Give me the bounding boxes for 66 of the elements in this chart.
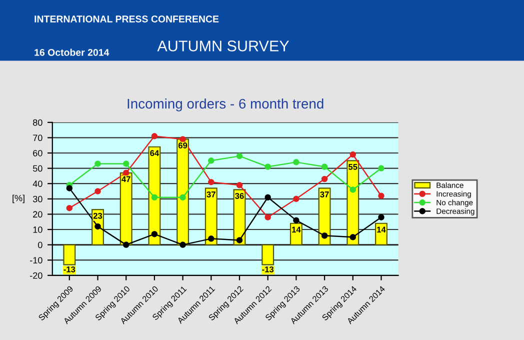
point <box>321 164 328 170</box>
bar <box>176 138 190 246</box>
point <box>151 230 158 238</box>
point <box>350 186 356 193</box>
point <box>293 159 300 166</box>
y-tick-label: 70 <box>33 134 42 142</box>
point <box>321 176 328 182</box>
data-label: -13 <box>64 266 76 272</box>
point <box>66 185 73 192</box>
data-label: 64 <box>150 150 160 156</box>
point <box>378 192 384 199</box>
point <box>122 242 130 248</box>
point <box>122 170 130 176</box>
point <box>350 234 356 240</box>
data-label: 23 <box>93 212 102 219</box>
point <box>378 214 384 220</box>
text: INTERNATIONAL PRESS CONFERENCE <box>34 16 219 22</box>
bar <box>120 172 132 246</box>
data-label: 36 <box>235 193 244 199</box>
y-tick-label: -20 <box>30 272 42 279</box>
point <box>94 160 101 167</box>
point <box>236 237 243 244</box>
point <box>236 152 243 160</box>
point <box>180 136 186 142</box>
data-label: -13 <box>262 266 274 272</box>
text: AUTUMN SURVEY <box>157 40 290 52</box>
point <box>378 165 384 172</box>
point <box>180 242 186 248</box>
y-tick-label: 40 <box>32 180 42 187</box>
y-tick-label: 50 <box>33 165 42 172</box>
chart-title: Incoming orders - 6 month trend <box>128 98 324 112</box>
text: 16 October 2014 <box>34 48 110 56</box>
y-tick-label: 10 <box>33 226 42 233</box>
point <box>208 236 214 242</box>
bar <box>148 146 161 246</box>
y-tick-label: 60 <box>33 150 42 156</box>
data-label: 69 <box>178 142 188 148</box>
point <box>350 151 356 158</box>
y-tick-label: 80 <box>33 119 42 126</box>
point <box>264 214 271 220</box>
y-tick-label: 20 <box>33 211 42 218</box>
y-tick-label: 30 <box>32 196 42 202</box>
point <box>264 194 271 200</box>
point <box>321 232 328 239</box>
point <box>293 217 300 224</box>
y-tick-label: -10 <box>30 257 42 264</box>
point <box>151 194 158 200</box>
point <box>236 182 243 188</box>
point <box>122 160 130 167</box>
data-label: 37 <box>320 191 329 198</box>
data-label: 37 <box>206 191 216 198</box>
data-label: 14 <box>292 226 301 232</box>
point <box>94 188 101 194</box>
y-tick-label: 0 <box>38 242 42 248</box>
point <box>94 223 101 230</box>
y-axis-title: [%] <box>12 194 24 204</box>
data-label: 47 <box>122 176 130 182</box>
point <box>66 204 73 212</box>
point <box>208 158 214 164</box>
point <box>264 164 271 170</box>
point <box>180 194 186 200</box>
point <box>293 196 300 202</box>
point <box>151 133 158 140</box>
data-label: 55 <box>348 164 358 170</box>
data-label: 14 <box>377 226 386 232</box>
point <box>208 178 214 186</box>
